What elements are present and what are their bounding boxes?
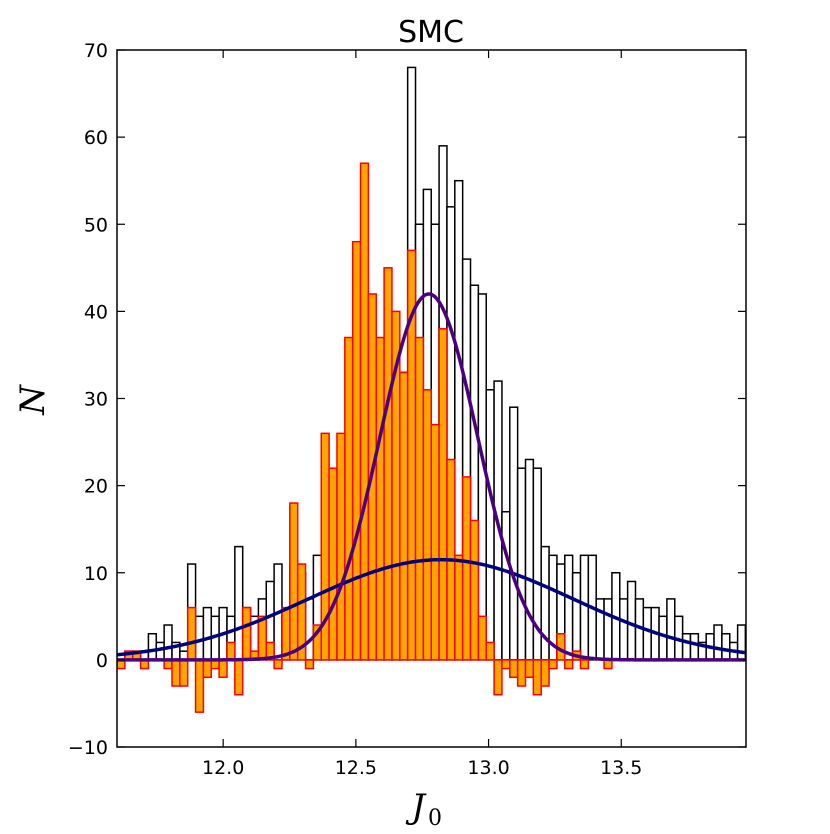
y-tick-label: 60 (84, 127, 108, 149)
residual-bar (461, 476, 472, 661)
x-axis-label-subscript: 0 (428, 806, 442, 830)
histogram-outline-bar (304, 598, 315, 661)
residual-bar (359, 162, 370, 661)
x-axis-label: J (405, 787, 427, 827)
residual-bar (226, 641, 236, 661)
residual-bar (422, 389, 432, 661)
histogram-outline-bar (485, 389, 495, 661)
residual-bar (234, 659, 244, 696)
y-tick-label: 0 (96, 650, 108, 672)
residual-bar (493, 659, 503, 696)
histogram-outline-bar (524, 458, 535, 661)
residual-bar (524, 659, 535, 679)
chart-title: SMC (398, 15, 464, 50)
residual-bar (171, 659, 181, 687)
residual-bar (289, 502, 299, 661)
histogram-outline-bar (501, 511, 511, 661)
histogram-outline-bar (509, 406, 519, 661)
plot-area (117, 66, 746, 713)
residual-bar (194, 659, 205, 713)
y-tick-label: 40 (84, 301, 108, 323)
histogram-outline-bar (564, 554, 574, 661)
y-axis-label: N (13, 384, 53, 416)
histogram-outline-bar (619, 598, 629, 661)
histogram-outline-bar (163, 624, 173, 661)
residual-bar (273, 659, 283, 670)
x-tick-label: 12.5 (335, 757, 377, 779)
histogram-outline-bar (658, 615, 668, 661)
residual-bar (430, 423, 440, 661)
histogram-outline-bar (194, 615, 205, 661)
residual-bar (469, 519, 480, 661)
residual-bar (328, 467, 338, 661)
residual-bar (540, 659, 550, 687)
y-tick-label: 10 (84, 563, 108, 585)
residual-bar (516, 659, 527, 687)
histogram-outline-bar (603, 598, 613, 661)
residual-bar (344, 336, 354, 661)
residual-bar (548, 659, 558, 670)
residual-bar (564, 659, 574, 670)
residual-bar (454, 554, 464, 661)
plot-content (117, 66, 746, 713)
x-tick-label: 13.5 (600, 757, 642, 779)
residual-bar (532, 659, 542, 696)
histogram-outline-bar (681, 632, 692, 661)
histogram-outline-bar (736, 624, 746, 661)
x-tick-label: 12.0 (202, 757, 244, 779)
residual-bar (257, 615, 268, 661)
histogram-outline-bar (571, 572, 582, 661)
y-tick-label: 30 (84, 389, 108, 411)
residual-bar (414, 336, 425, 661)
residual-bar (179, 659, 189, 687)
residual-bar (336, 432, 346, 661)
histogram-outline-bar (689, 632, 700, 661)
histogram-outline-bar (721, 632, 731, 661)
residual-bar (501, 659, 511, 670)
histogram-outline-bar (516, 467, 527, 661)
residual-bar (218, 659, 228, 679)
histogram-outline-bar (579, 554, 590, 661)
y-tick-label: 70 (84, 40, 108, 62)
residual-bar (375, 336, 385, 661)
y-tick-label: −10 (68, 737, 108, 759)
histogram-outline-bar (202, 606, 213, 661)
residual-bar (579, 659, 590, 670)
residual-bar (477, 615, 487, 661)
residual-bar (485, 641, 495, 661)
histogram-outline-bar (713, 624, 723, 661)
histogram-outline-bar (666, 598, 676, 661)
residual-bar (383, 267, 393, 661)
y-tick-label: 20 (84, 476, 108, 498)
residual-bar (202, 659, 213, 679)
narrow-gaussian-curve (117, 292, 746, 662)
residual-bar (399, 371, 409, 661)
broad-gaussian-curve (117, 557, 746, 657)
histogram-outline-bar (642, 606, 652, 661)
residual-bar (304, 659, 315, 670)
residual-bar (265, 641, 275, 661)
residual-bar (186, 606, 197, 661)
residual-bar (241, 606, 252, 661)
y-tick-label: 50 (84, 214, 108, 236)
histogram-outline-bar (234, 545, 244, 661)
histogram-outline-bar (626, 580, 637, 661)
residual-bar (509, 659, 519, 679)
residual-bar (296, 563, 307, 661)
x-tick-label: 13.0 (467, 757, 509, 779)
residual-bar (438, 328, 448, 661)
residual-bar (351, 240, 362, 661)
histogram-outline-bar (147, 632, 158, 661)
axes: −10 0 10 20 30 40 50 60 70 12.0 12.5 13.0 13.5 (68, 40, 747, 779)
